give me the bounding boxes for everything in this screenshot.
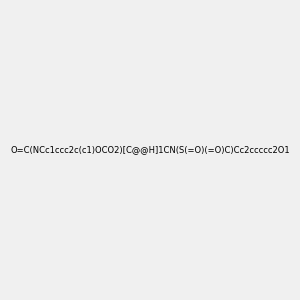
Text: O=C(NCc1ccc2c(c1)OCO2)[C@@H]1CN(S(=O)(=O)C)Cc2ccccc2O1: O=C(NCc1ccc2c(c1)OCO2)[C@@H]1CN(S(=O)(=O… [10, 146, 290, 154]
